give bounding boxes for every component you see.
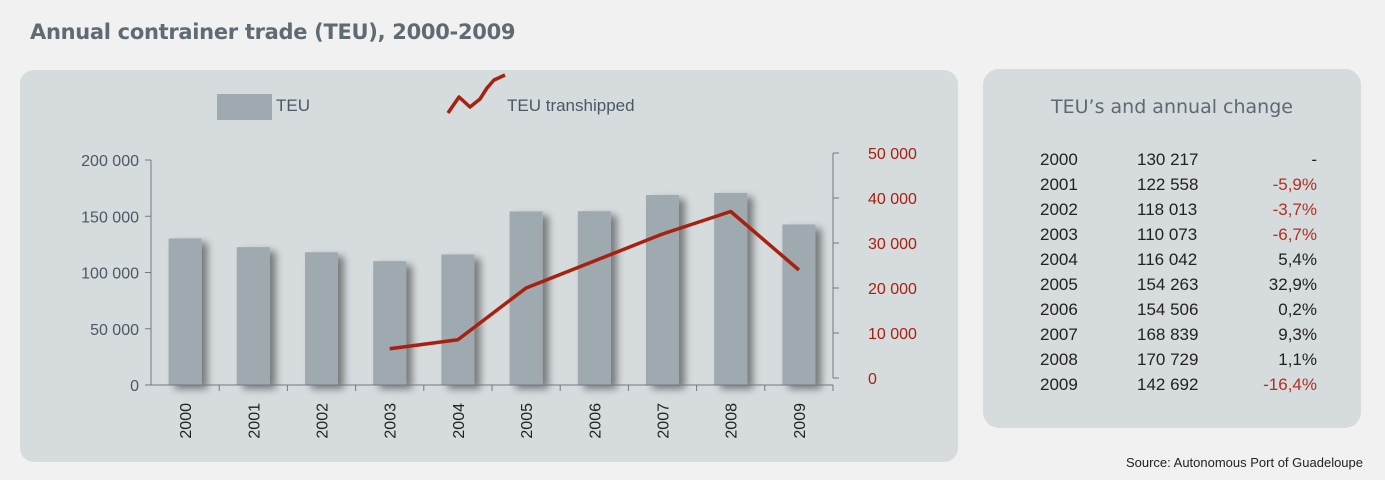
table-change-cell: -5,9% (1272, 175, 1317, 194)
table-year-cell: 2000 (1040, 150, 1078, 169)
right-tick-label: 30 000 (868, 236, 917, 253)
legend-label-bar: TEU (276, 96, 310, 115)
table-row: 2009 142 692 -16,4% (983, 375, 1361, 400)
bar-2007 (646, 195, 679, 385)
table-year-cell: 2007 (1040, 325, 1078, 344)
table-year-cell: 2008 (1040, 350, 1078, 369)
table-teu-cell: 170 729 (1137, 350, 1199, 369)
table-row: 2006 154 506 0,2% (983, 300, 1361, 325)
bar-2002 (305, 252, 338, 385)
table-change-cell: 9,3% (1278, 325, 1317, 344)
x-tick-label: 2002 (315, 403, 332, 439)
x-tick-label: 2007 (656, 403, 673, 439)
right-tick-label: 0 (868, 371, 877, 388)
chart-line (389, 209, 801, 351)
x-tick-label: 2005 (519, 403, 536, 439)
table-teu-cell: 116 042 (1137, 250, 1198, 269)
table-year-cell: 2002 (1040, 200, 1078, 219)
bar-2003 (373, 261, 407, 385)
table-teu-cell: 154 506 (1137, 300, 1199, 319)
table-row: 2008 170 729 1,1% (983, 350, 1361, 375)
combo-chart: TEU TEU transhipped 0 50 000 100 000 150 00… (81, 73, 917, 439)
table-teu-cell: 154 263 (1137, 275, 1199, 294)
table-teu-cell: 142 692 (1137, 375, 1199, 394)
right-tick-label: 10 000 (868, 326, 917, 343)
bar-2008 (714, 192, 748, 385)
page-title: Annual contrainer trade (TEU), 2000-2009 (30, 20, 516, 44)
table-row: 2001 122 558 -5,9% (983, 175, 1361, 200)
table-year-cell: 2006 (1040, 300, 1078, 319)
table-teu-cell: 110 073 (1137, 225, 1198, 244)
table-teu-cell: 168 839 (1137, 325, 1199, 344)
x-tick-label: 2009 (792, 403, 809, 439)
bar-2004 (441, 254, 475, 385)
legend-swatch-line (446, 73, 506, 114)
table-year-cell: 2009 (1040, 375, 1078, 394)
table-change-cell: -16,4% (1263, 375, 1317, 394)
legend-label-line: TEU transhipped (507, 96, 635, 115)
table-year-cell: 2003 (1040, 225, 1078, 244)
left-tick-label: 0 (130, 378, 139, 395)
table-change-cell: 1,1% (1278, 350, 1317, 369)
table-year-cell: 2004 (1040, 250, 1078, 269)
table-teu-cell: 122 558 (1137, 175, 1199, 194)
right-tick-label: 40 000 (868, 191, 917, 208)
x-tick-label: 2001 (246, 403, 263, 439)
table-row: 2002 118 013 -3,7% (983, 200, 1361, 225)
table-title: TEU’s and annual change (1051, 96, 1293, 118)
legend-swatch-bar (217, 94, 272, 120)
chart-bars (168, 192, 816, 385)
table-year-cell: 2001 (1040, 175, 1078, 194)
table-change-cell: -6,7% (1272, 225, 1317, 244)
bar-2006 (577, 211, 611, 385)
right-tick-label: 50 000 (868, 146, 917, 163)
bar-2009 (782, 224, 816, 385)
table-row: 2003 110 073 -6,7% (983, 225, 1361, 250)
left-tick-label: 50 000 (90, 322, 139, 339)
source-note: Source: Autonomous Port of Guadeloupe (1125, 455, 1363, 470)
chart-panel: TEU TEU transhipped 0 50 000 100 000 150 00… (20, 70, 958, 462)
table-row: 2000 130 217 - (983, 150, 1361, 175)
x-tick-label: 2008 (724, 403, 741, 439)
table-row: 2007 168 839 9,3% (983, 325, 1361, 350)
left-tick-label: 200 000 (81, 153, 139, 170)
teu-table-panel: TEU’s and annual change 2000 130 217 - 2001… (983, 69, 1361, 428)
x-tick-label: 2004 (451, 403, 468, 439)
chart-legend: TEU TEU transhipped (217, 73, 635, 120)
bar-2000 (168, 238, 202, 385)
left-tick-label: 100 000 (81, 266, 139, 283)
table-change-cell: 0,2% (1278, 300, 1317, 319)
table-change-cell: 32,9% (1268, 275, 1317, 294)
right-tick-label: 20 000 (868, 281, 917, 298)
table-change-cell: -3,7% (1272, 200, 1317, 219)
table-teu-cell: 130 217 (1137, 150, 1199, 169)
left-tick-label: 150 000 (81, 209, 139, 226)
table-year-cell: 2005 (1040, 275, 1078, 294)
table-row: 2005 154 263 32,9% (983, 275, 1361, 300)
x-tick-label: 2006 (587, 403, 604, 439)
chart-axes: 0 50 000 100 000 150 000 200 000 0 10 000 20 00… (81, 146, 917, 439)
table-change-cell: - (1311, 150, 1317, 169)
bar-2001 (236, 247, 270, 385)
table-row: 2004 116 042 5,4% (983, 250, 1361, 275)
x-tick-label: 2003 (383, 403, 400, 439)
table-change-cell: 5,4% (1278, 250, 1317, 269)
table-teu-cell: 118 013 (1137, 200, 1198, 219)
x-tick-label: 2000 (178, 403, 195, 439)
